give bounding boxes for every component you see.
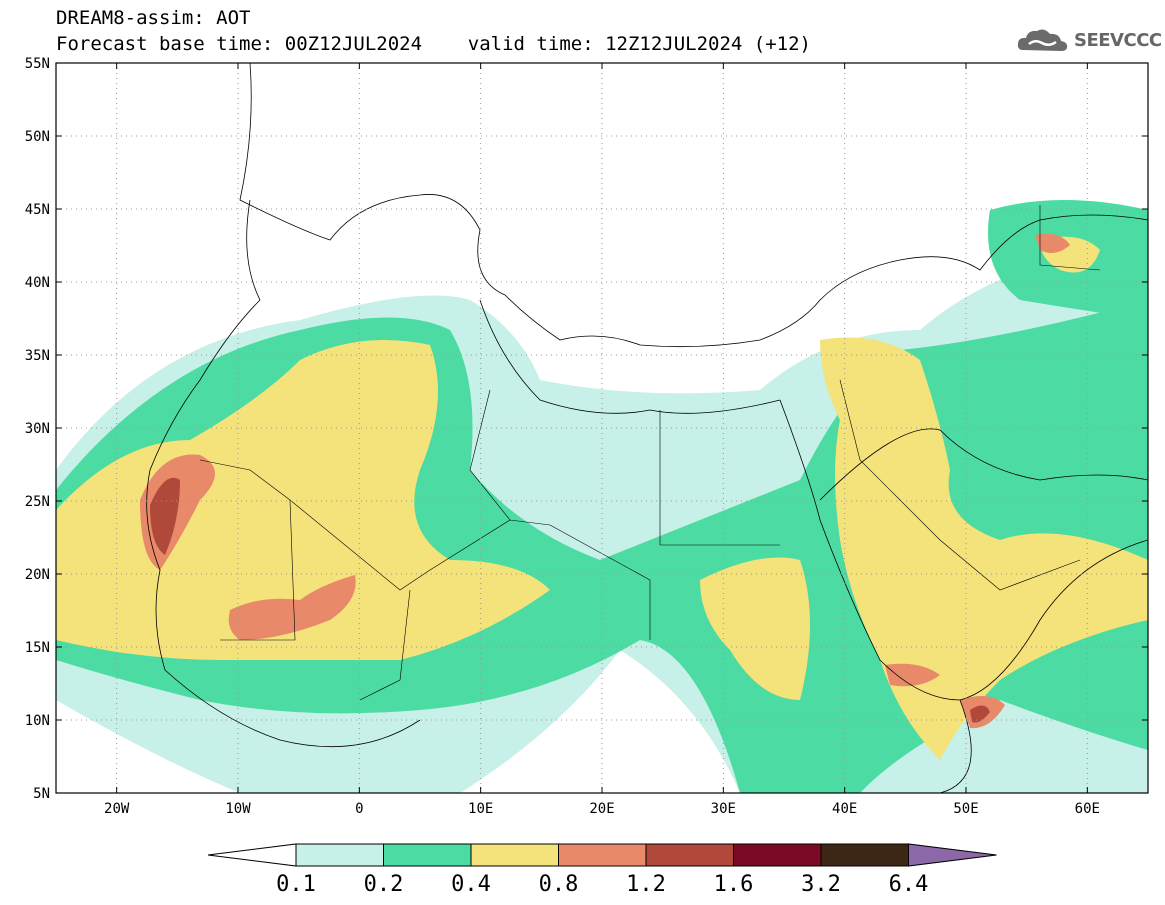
lat-tick-label: 15N: [25, 640, 50, 656]
lat-tick-label: 50N: [25, 129, 50, 145]
colorbar-segment: [820, 843, 909, 867]
lat-tick-label: 55N: [25, 56, 50, 72]
logo-text: SEEVCCC: [1074, 30, 1162, 51]
colorbar-segment: [645, 843, 734, 867]
colorbar-label: 6.4: [889, 872, 929, 897]
lon-axis: 20W 10W 0 10E 20E 30E 40E 50E 60E: [104, 63, 1100, 817]
lat-tick-label: 35N: [25, 348, 50, 364]
colorbar-label: 0.8: [539, 872, 579, 897]
colorbar: 0.1 0.2 0.4 0.8 1.2 1.6 3.2 6.4: [207, 843, 997, 897]
lon-tick-label: 20E: [589, 801, 614, 817]
lat-tick-label: 40N: [25, 275, 50, 291]
colorbar-segment: [383, 843, 472, 867]
colorbar-label: 1.2: [626, 872, 666, 897]
lon-tick-label: 0: [355, 801, 363, 817]
colorbar-segment: [908, 843, 997, 867]
coastlines: [146, 63, 1148, 793]
lon-tick-label: 50E: [953, 801, 978, 817]
lon-tick-label: 10W: [225, 801, 251, 817]
lat-tick-label: 5N: [33, 786, 50, 802]
forecast-time-line: Forecast base time: 00Z12JUL2024 valid t…: [56, 33, 811, 55]
colorbar-segment: [470, 843, 559, 867]
lon-tick-label: 40E: [832, 801, 857, 817]
lon-tick-label: 20W: [104, 801, 130, 817]
colorbar-segment: [733, 843, 822, 867]
graticule: [56, 63, 1148, 793]
lon-tick-label: 60E: [1075, 801, 1100, 817]
colorbar-label: 0.4: [451, 872, 491, 897]
colorbar-label: 0.2: [364, 872, 404, 897]
lat-tick-label: 25N: [25, 494, 50, 510]
colorbar-segment: [295, 843, 384, 867]
borders: [199, 205, 1101, 701]
colorbar-label: 1.6: [714, 872, 754, 897]
colorbar-label: 0.1: [276, 872, 316, 897]
colorbar-label: 3.2: [801, 872, 841, 897]
colorbar-segment: [207, 843, 297, 867]
lat-axis: 55N 50N 45N 40N 35N 30N 25N 20N 15N 10N 5N: [25, 56, 1148, 802]
lat-tick-label: 10N: [25, 713, 50, 729]
lon-tick-label: 30E: [711, 801, 736, 817]
lat-tick-label: 45N: [25, 202, 50, 218]
colorbar-segment: [558, 843, 647, 867]
lat-tick-label: 30N: [25, 421, 50, 437]
lat-tick-label: 20N: [25, 567, 50, 583]
lon-tick-label: 10E: [468, 801, 493, 817]
map-title: DREAM8-assim: AOT: [56, 7, 251, 29]
cloud-icon: [1017, 29, 1068, 51]
